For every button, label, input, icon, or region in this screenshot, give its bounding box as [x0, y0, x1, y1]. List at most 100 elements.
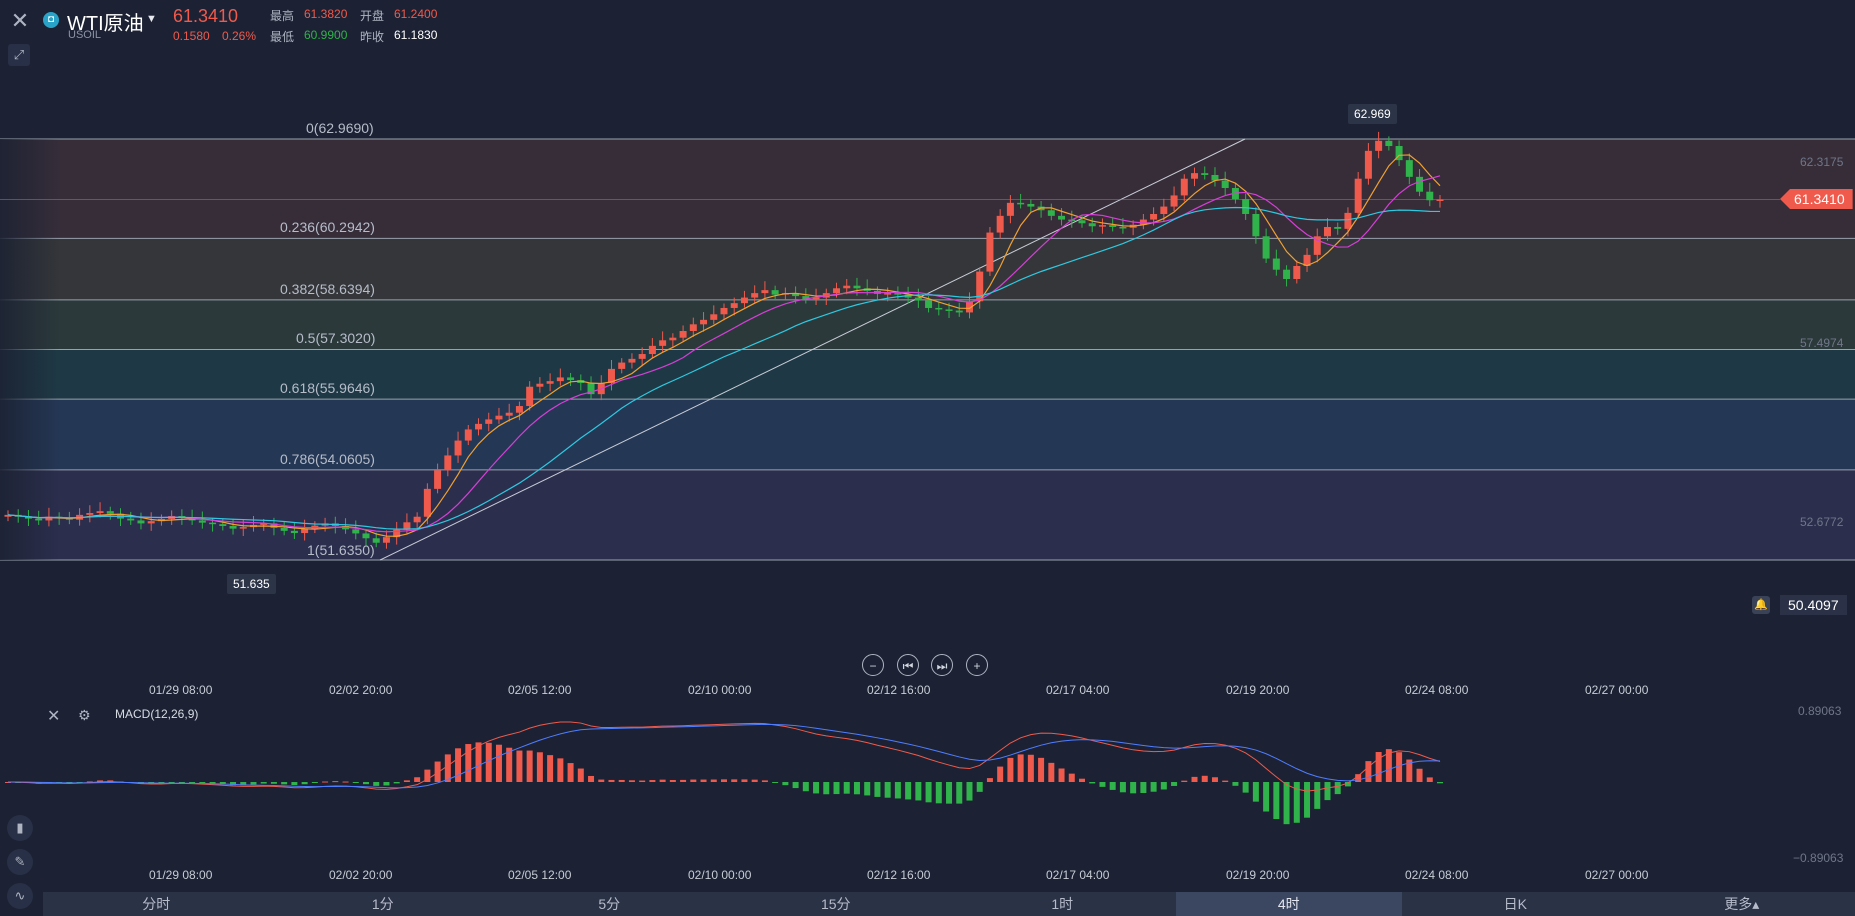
fib-zone	[0, 399, 1855, 470]
tab-5m[interactable]: 5分	[598, 896, 621, 912]
close-macd-icon[interactable]: ✕	[47, 708, 61, 725]
candle-body	[648, 345, 656, 355]
macd-histogram-bar	[281, 782, 288, 785]
macd-histogram-bar	[1119, 782, 1126, 793]
macd-histogram-bar	[649, 780, 656, 782]
macd-histogram-bar	[342, 781, 349, 783]
candle-body	[1323, 226, 1331, 237]
tab-4h[interactable]: 4时	[1175, 892, 1402, 916]
candle-body	[710, 314, 718, 320]
macd-histogram-bar	[1242, 782, 1249, 793]
candle-body	[1160, 206, 1168, 214]
candle-body	[1201, 173, 1209, 175]
symbol-name[interactable]: WTI原油	[67, 13, 144, 35]
tab-1h[interactable]: 1时	[1051, 896, 1074, 912]
candle-body	[127, 518, 135, 521]
candle-body	[4, 514, 12, 517]
current-price-tag: 61.3410	[1780, 189, 1853, 209]
candle-body	[1252, 213, 1260, 237]
zoom-out-button[interactable]: −	[862, 654, 884, 676]
candle-body	[1262, 236, 1270, 259]
candle-body	[720, 307, 728, 315]
fib-label-0382: 0.382(58.6394)	[280, 281, 375, 297]
macd-histogram-bar	[1201, 775, 1208, 782]
macd-histogram-bar	[997, 766, 1004, 782]
macd-histogram-bar	[1252, 782, 1259, 802]
candle-body	[106, 511, 114, 514]
candle-body	[1170, 195, 1178, 207]
time-axis-label: 02/12 16:00	[867, 683, 931, 697]
candle-body	[1283, 269, 1291, 279]
zoom-in-button[interactable]: +	[966, 654, 988, 676]
candle-body	[567, 377, 575, 381]
macd-histogram-bar	[322, 781, 329, 783]
macd-histogram-bar	[383, 782, 390, 786]
macd-histogram-bar	[1038, 757, 1045, 782]
scroll-start-button[interactable]: ⏮	[897, 654, 919, 676]
pencil-icon[interactable]: ✎	[7, 849, 33, 875]
candle-body	[239, 527, 247, 529]
macd-histogram-bar	[434, 761, 441, 782]
time-axis-label: 02/19 20:00	[1226, 683, 1290, 697]
price-axis-label: 52.6772	[1800, 515, 1844, 529]
macd-histogram-bar	[772, 782, 779, 783]
macd-histogram-bar	[97, 780, 104, 782]
macd-histogram-bar	[1211, 777, 1218, 782]
fib-zone	[0, 238, 1855, 300]
macd-histogram-bar	[373, 782, 380, 786]
last-price: 61.3410	[173, 6, 239, 26]
tab-1m[interactable]: 1分	[371, 896, 394, 912]
macd-histogram-bar	[915, 782, 922, 801]
macd-histogram-bar	[178, 782, 185, 783]
macd-histogram-bar	[424, 769, 431, 782]
candle-body	[1211, 174, 1219, 181]
price-axis-label: 62.3175	[1800, 155, 1844, 169]
candle-body	[1334, 226, 1342, 229]
candle-body	[1242, 199, 1250, 214]
macd-histogram-bar	[1109, 782, 1116, 790]
candle-body	[894, 293, 902, 295]
tab-more[interactable]: 更多▴	[1724, 896, 1760, 912]
macd-histogram-bar	[813, 782, 820, 794]
macd-histogram-bar	[485, 742, 492, 782]
candle-body	[1364, 150, 1372, 179]
tab-daily[interactable]: 日K	[1503, 896, 1527, 912]
line-chart-icon[interactable]: ∿	[7, 883, 33, 909]
candle-body	[434, 470, 442, 489]
candle-body	[454, 440, 462, 456]
candle-body	[996, 215, 1004, 233]
indicator-icon[interactable]: ▮	[7, 815, 33, 841]
close-icon[interactable]: ✕	[10, 8, 30, 33]
fib-fade	[0, 139, 60, 560]
macd-histogram-bar	[700, 779, 707, 782]
macd-histogram-bar	[557, 758, 564, 782]
settings-icon[interactable]: ⚙	[78, 707, 91, 723]
alarm-price[interactable]: 50.4097	[1780, 595, 1847, 615]
macd-histogram-bar	[1160, 782, 1167, 790]
open-label: 开盘	[360, 9, 385, 23]
candle-body	[290, 530, 298, 534]
time-axis-label: 02/24 08:00	[1405, 868, 1469, 882]
candle-body	[1303, 254, 1311, 266]
chevron-down-icon[interactable]: ▼	[146, 13, 157, 25]
low-label: 最低	[270, 30, 295, 44]
macd-histogram-bar	[465, 744, 472, 782]
tab-15m[interactable]: 15分	[820, 896, 851, 912]
macd-histogram-bar	[567, 763, 574, 782]
trend-line	[379, 138, 1246, 561]
tab-timeline[interactable]: 分时	[142, 896, 171, 912]
candle-body	[914, 297, 922, 301]
candle-body	[1058, 215, 1066, 220]
candle-body	[423, 488, 431, 517]
candle-body	[1395, 146, 1403, 161]
candle-body	[1272, 258, 1280, 270]
time-axis-label: 02/24 08:00	[1405, 683, 1469, 697]
macd-histogram-bar	[1273, 782, 1280, 820]
time-axis-label: 02/05 12:00	[508, 868, 572, 882]
candle-body	[86, 513, 94, 515]
bell-icon[interactable]: 🔔	[1752, 596, 1770, 614]
scroll-end-button[interactable]: ⏭	[931, 654, 953, 676]
pin-icon[interactable]: ⤢	[8, 44, 30, 66]
candle-body	[955, 310, 963, 313]
